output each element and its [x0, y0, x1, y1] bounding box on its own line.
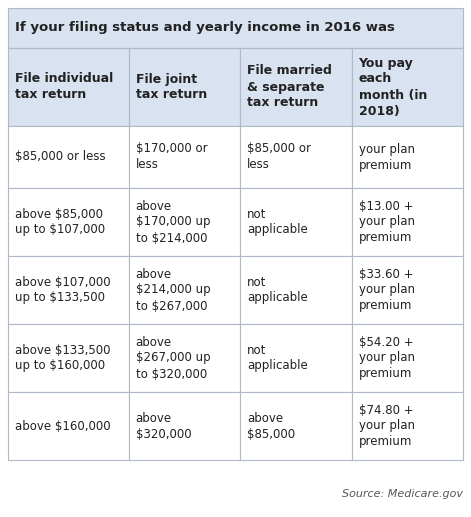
Bar	[129, 392, 240, 460]
Text: $170,000 or
less: $170,000 or less	[136, 143, 207, 172]
Text: File individual
tax return: File individual tax return	[15, 72, 113, 101]
Bar	[351, 48, 463, 126]
Bar	[8, 392, 129, 460]
Text: above $133,500
up to $160,000: above $133,500 up to $160,000	[15, 343, 111, 373]
Bar	[129, 188, 240, 256]
Bar	[8, 48, 129, 126]
Bar	[351, 324, 463, 392]
Text: $54.20 +
your plan
premium: $54.20 + your plan premium	[358, 336, 414, 381]
Bar	[351, 188, 463, 256]
Bar	[8, 188, 129, 256]
Bar	[351, 256, 463, 324]
Text: above $107,000
up to $133,500: above $107,000 up to $133,500	[15, 276, 111, 305]
Text: above
$320,000: above $320,000	[136, 412, 191, 440]
Bar	[8, 324, 129, 392]
Bar	[240, 392, 351, 460]
Text: $13.00 +
your plan
premium: $13.00 + your plan premium	[358, 200, 414, 245]
Text: above
$170,000 up
to $214,000: above $170,000 up to $214,000	[136, 200, 210, 245]
Text: $74.80 +
your plan
premium: $74.80 + your plan premium	[358, 403, 414, 449]
Bar	[129, 126, 240, 188]
Bar	[8, 126, 129, 188]
Bar	[351, 126, 463, 188]
Text: above $160,000: above $160,000	[15, 419, 111, 433]
Text: above
$267,000 up
to $320,000: above $267,000 up to $320,000	[136, 336, 210, 381]
Bar	[129, 256, 240, 324]
Text: not
applicable: not applicable	[247, 343, 308, 373]
Text: your plan
premium: your plan premium	[358, 143, 414, 172]
Text: $33.60 +
your plan
premium: $33.60 + your plan premium	[358, 267, 414, 312]
Text: not
applicable: not applicable	[247, 207, 308, 236]
Text: $85,000 or less: $85,000 or less	[15, 150, 106, 163]
Text: above
$214,000 up
to $267,000: above $214,000 up to $267,000	[136, 267, 210, 312]
Bar	[8, 256, 129, 324]
Bar	[240, 324, 351, 392]
Bar	[8, 8, 463, 48]
Bar	[240, 48, 351, 126]
Bar	[351, 392, 463, 460]
Text: $85,000 or
less: $85,000 or less	[247, 143, 311, 172]
Text: above
$85,000: above $85,000	[247, 412, 295, 440]
Text: If your filing status and yearly income in 2016 was: If your filing status and yearly income …	[15, 22, 395, 35]
Text: File joint
tax return: File joint tax return	[136, 72, 207, 101]
Bar	[129, 324, 240, 392]
Text: Source: Medicare.gov: Source: Medicare.gov	[342, 489, 463, 499]
Bar	[240, 256, 351, 324]
Text: File married
& separate
tax return: File married & separate tax return	[247, 65, 332, 110]
Text: You pay
each
month (in
2018): You pay each month (in 2018)	[358, 56, 427, 117]
Text: not
applicable: not applicable	[247, 276, 308, 305]
Text: above $85,000
up to $107,000: above $85,000 up to $107,000	[15, 207, 105, 236]
Bar	[240, 126, 351, 188]
Bar	[129, 48, 240, 126]
Bar	[240, 188, 351, 256]
